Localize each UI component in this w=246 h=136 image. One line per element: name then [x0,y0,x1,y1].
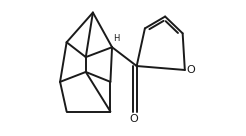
Text: H: H [113,33,119,43]
Text: O: O [129,114,138,124]
Text: O: O [187,65,196,75]
